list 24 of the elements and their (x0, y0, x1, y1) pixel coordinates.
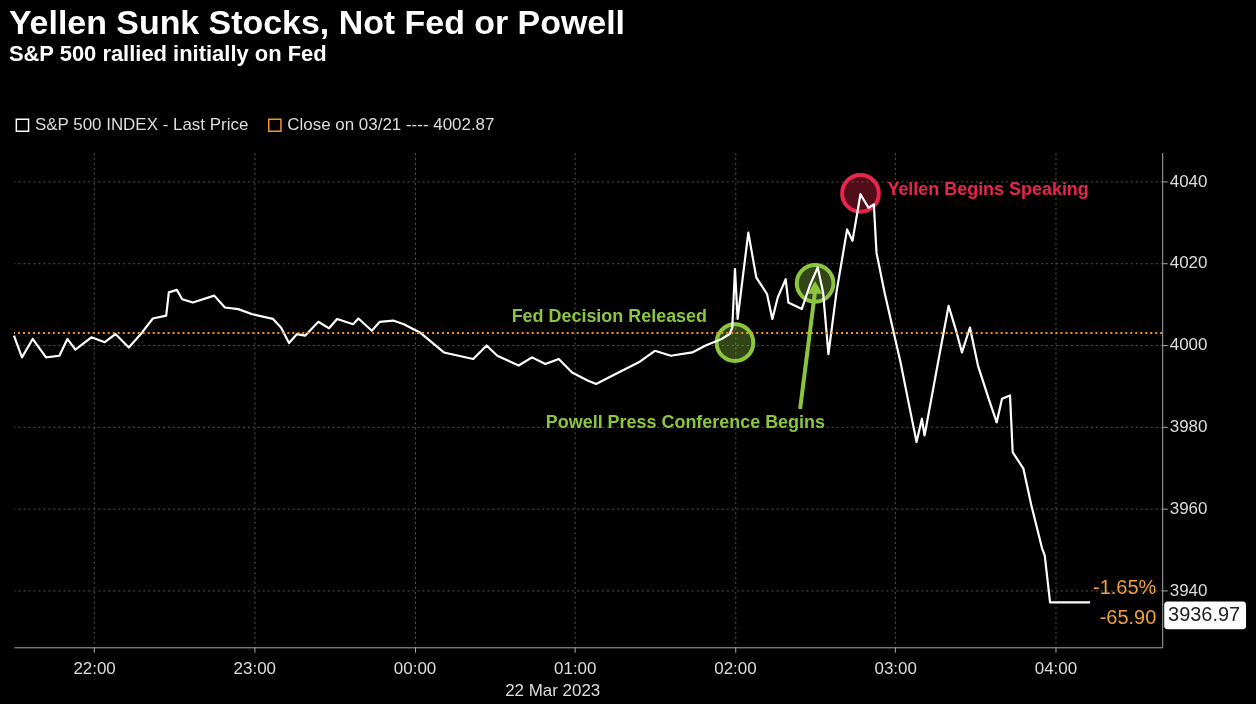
x-tick-label: 22:00 (73, 658, 116, 678)
x-tick-label: 01:00 (554, 658, 597, 678)
annotation: Yellen Begins Speaking (887, 179, 1089, 200)
annotation: Fed Decision Released (511, 305, 708, 326)
x-tick-label: 23:00 (233, 658, 276, 678)
x-tick-label: 02:00 (714, 658, 757, 678)
y-tick-label: 3980 (1169, 416, 1208, 436)
annotation: -65.90 (1099, 606, 1157, 629)
chart-subtitle: S&P 500 rallied initially on Fed (8, 40, 327, 66)
chart-title: Yellen Sunk Stocks, Not Fed or Powell (8, 2, 625, 41)
text: 3936.97 (1168, 603, 1241, 626)
x-tick-label: 03:00 (874, 658, 917, 678)
y-tick-label: 3940 (1169, 580, 1208, 600)
x-tick-label: 04:00 (1034, 658, 1078, 678)
y-tick-label: 4000 (1169, 335, 1208, 355)
legend-label: S&P 500 INDEX - Last Price (34, 115, 249, 135)
y-tick-label: 3960 (1169, 498, 1208, 518)
y-tick-label: 4020 (1169, 253, 1208, 273)
annotation: Powell Press Conference Begins (545, 412, 825, 432)
y-tick-label: 4040 (1169, 171, 1208, 191)
annotation: -1.65% (1093, 576, 1157, 599)
text: 22 Mar 2023 (505, 681, 601, 701)
x-tick-label: 00:00 (393, 658, 437, 678)
legend-label: Close on 03/21 ---- 4002.87 (287, 115, 495, 135)
